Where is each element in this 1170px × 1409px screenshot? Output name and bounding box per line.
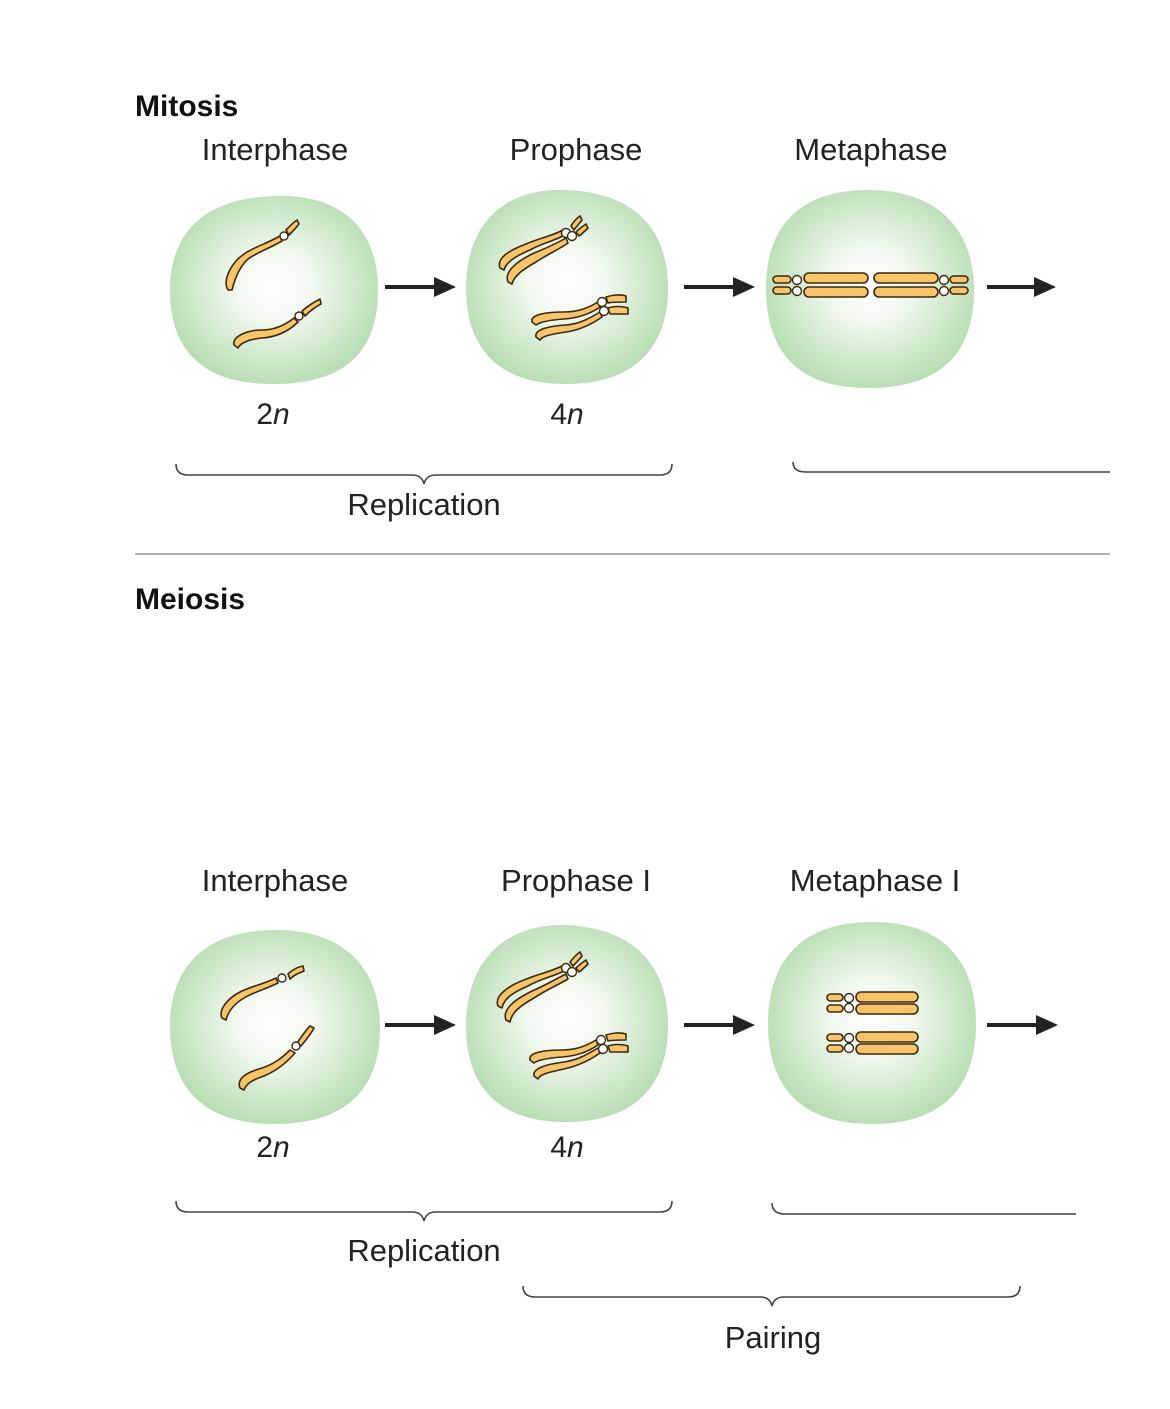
cell-body bbox=[170, 930, 380, 1124]
mitosis-section: Mitosis Interphase Prophase Metaphase bbox=[135, 90, 1110, 522]
cell-body bbox=[170, 195, 378, 384]
homolog-pair-lower bbox=[826, 1031, 919, 1055]
meiosis-interphase-cell bbox=[170, 930, 380, 1124]
meiosis-ploidy-interphase: 2n bbox=[256, 1131, 289, 1164]
mitosis-prophase-cell bbox=[466, 189, 668, 384]
meiosis-metaphase-i-cell bbox=[768, 922, 976, 1124]
mitosis-ploidy-interphase: 2n bbox=[256, 398, 289, 431]
continuation-brace bbox=[771, 1202, 1076, 1215]
arrow-icon bbox=[987, 277, 1056, 297]
cell-body bbox=[466, 189, 668, 384]
chromosome bbox=[225, 219, 300, 291]
chromosome bbox=[233, 298, 322, 349]
arrow-icon bbox=[684, 1015, 755, 1035]
mitosis-ploidy-prophase: 4n bbox=[550, 398, 583, 431]
mitosis-brace-label-replication: Replication bbox=[347, 487, 500, 522]
mitosis-stage-prophase: Prophase bbox=[510, 132, 643, 167]
meiosis-stage-interphase: Interphase bbox=[202, 863, 349, 898]
meiosis-brace-label-pairing: Pairing bbox=[725, 1320, 822, 1355]
meiosis-title: Meiosis bbox=[135, 583, 245, 616]
cell-body bbox=[766, 190, 974, 388]
mitosis-title: Mitosis bbox=[135, 90, 238, 123]
pairing-brace bbox=[522, 1285, 1021, 1307]
replication-brace bbox=[175, 1200, 673, 1222]
meiosis-ploidy-prophase-i: 4n bbox=[550, 1131, 583, 1164]
mitosis-interphase-cell bbox=[170, 195, 378, 384]
meiosis-section: Meiosis Interphase Prophase I Metaphase … bbox=[135, 583, 1076, 1355]
meiosis-stage-prophase-i: Prophase I bbox=[501, 863, 651, 898]
chromosome-pair bbox=[529, 1032, 629, 1080]
arrow-icon bbox=[385, 277, 456, 297]
mitosis-metaphase-cell bbox=[766, 190, 974, 388]
chromosome-pair bbox=[496, 951, 589, 1023]
homolog-pair-upper bbox=[826, 991, 919, 1015]
chromosome bbox=[220, 965, 305, 1021]
replication-brace bbox=[175, 463, 673, 485]
mitosis-stage-interphase: Interphase bbox=[202, 132, 349, 167]
meiosis-prophase-i-cell bbox=[466, 924, 668, 1122]
arrow-icon bbox=[385, 1015, 456, 1035]
mitosis-stage-metaphase: Metaphase bbox=[794, 132, 947, 167]
meiosis-stage-metaphase-i: Metaphase I bbox=[790, 863, 961, 898]
cell-body bbox=[768, 922, 976, 1124]
continuation-brace bbox=[792, 461, 1110, 473]
chromosome-pair bbox=[531, 294, 629, 341]
meiosis-brace-label-replication: Replication bbox=[347, 1233, 500, 1268]
chromosome-pair bbox=[498, 215, 589, 285]
metaphase-chromosome-right bbox=[873, 272, 969, 298]
chromosome bbox=[238, 1025, 315, 1091]
arrow-icon bbox=[987, 1015, 1058, 1035]
cell-body bbox=[466, 924, 668, 1122]
arrow-icon bbox=[684, 277, 755, 297]
metaphase-chromosome-left bbox=[772, 272, 869, 298]
